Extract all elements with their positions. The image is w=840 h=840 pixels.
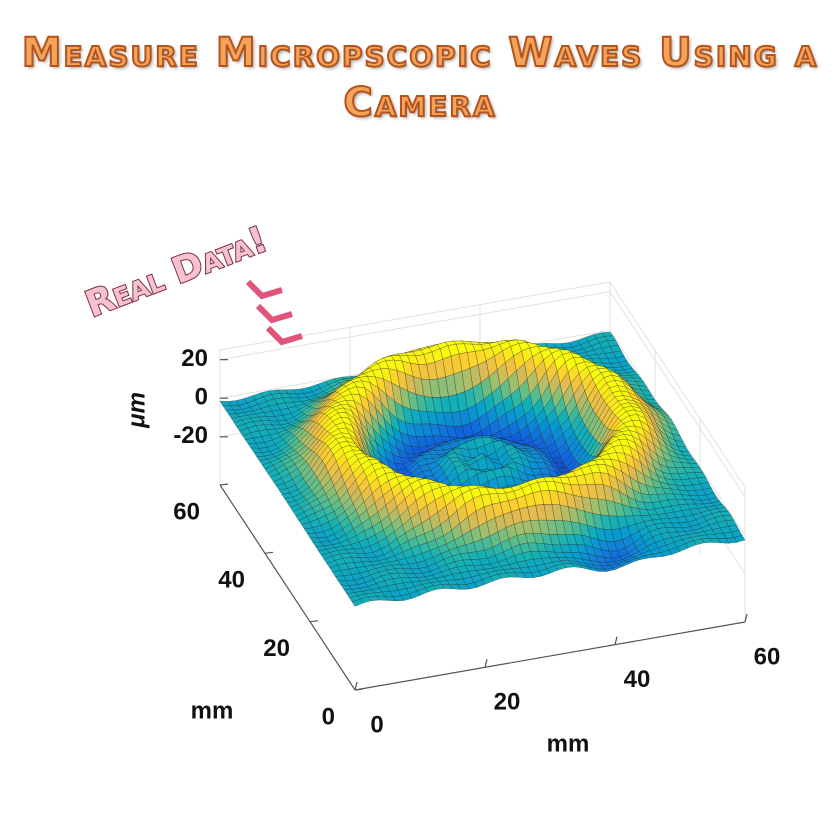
y-tick-label: 40: [218, 567, 245, 594]
y-axis: [219, 484, 356, 691]
annotation: Real Data!: [80, 219, 273, 326]
x-tick: [744, 613, 748, 623]
y-tick-label: 20: [263, 635, 290, 662]
y-tick: [264, 551, 274, 554]
chart-title: Measure Micropscopic Waves Using a Camer…: [21, 29, 819, 127]
surface-patch: [351, 598, 364, 607]
x-axis: [354, 621, 746, 691]
box-edge: [609, 281, 746, 488]
z-axis-label: μm: [123, 392, 150, 429]
x-tick: [614, 636, 618, 645]
grid-line: [219, 291, 611, 361]
x-axis-label: mm: [547, 730, 590, 757]
x-tick-label: 20: [494, 689, 521, 716]
z-tick-label: 0: [195, 384, 208, 411]
y-tick: [354, 688, 364, 691]
z-tick-label: -20: [173, 422, 208, 449]
x-tick-label: 60: [754, 643, 781, 670]
x-tick: [354, 681, 358, 691]
chevron: [245, 279, 283, 300]
arrows: [245, 279, 303, 346]
grid-line: [609, 291, 746, 497]
x-tick: [484, 659, 488, 668]
axes: 0 20 40 60 0 20 40 60 -20 0 20 mm mm μm: [123, 345, 780, 757]
y-tick: [219, 483, 229, 486]
x-tick-label: 0: [370, 711, 383, 738]
surface: [219, 331, 746, 607]
z-tick-label: 20: [181, 345, 208, 372]
y-axis-label: mm: [191, 697, 234, 724]
y-tick-label: 0: [322, 703, 335, 730]
chevron: [265, 325, 303, 346]
chevron: [255, 303, 293, 324]
y-tick: [309, 620, 319, 623]
x-tick-label: 40: [624, 666, 651, 693]
y-tick-label: 60: [173, 498, 200, 525]
